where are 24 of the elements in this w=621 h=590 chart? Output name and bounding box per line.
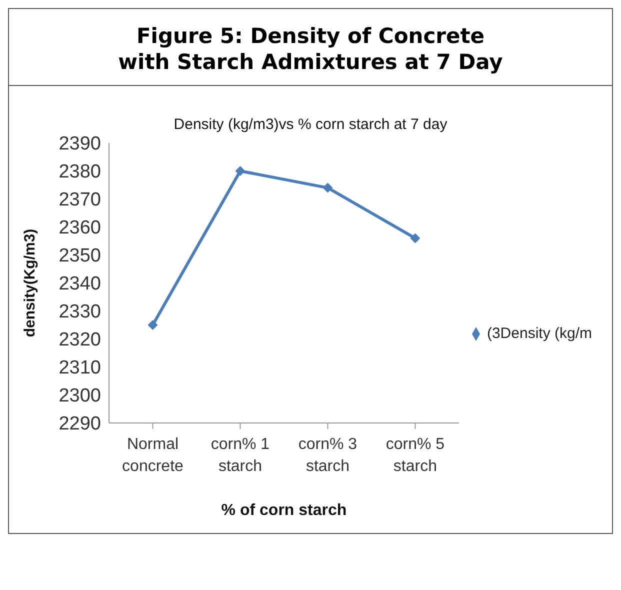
y-axis-title: density(Kg/m3): [21, 228, 38, 338]
x-tick-label: corn% 5 starch: [386, 436, 445, 475]
y-tick-label: 2380: [58, 162, 101, 183]
legend-label: (3Density (kg/m: [486, 324, 592, 342]
y-tick-label: 2340: [58, 274, 101, 295]
chart-title: Figure 5: Density of Concrete with Starch Admixtures at 7 Day: [117, 23, 504, 75]
y-tick-label: 2320: [58, 330, 101, 351]
y-tick-label: 2370: [58, 190, 101, 211]
x-tick-label: corn% 3 starch: [298, 436, 358, 475]
x-tick-label: corn% 1 starch: [210, 436, 270, 475]
y-tick-label: 2310: [58, 358, 101, 379]
y-tick-label: 2360: [58, 218, 101, 239]
point: [322, 182, 333, 193]
point: [148, 320, 158, 330]
x-tick-label: Normal concrete: [122, 436, 184, 475]
y-tick-label: 2390: [58, 134, 101, 155]
point: [410, 233, 420, 244]
y-tick-label: 2290: [58, 414, 101, 435]
chart-subtitle: Density (kg/m3)vs % corn starch at 7 day: [172, 116, 448, 133]
y-tick-label: 2330: [58, 302, 101, 323]
y-tick-label: 2350: [58, 246, 101, 267]
x-axis-title: % of corn starch: [221, 502, 347, 519]
y-tick-label: 2300: [58, 386, 101, 407]
point: [235, 166, 246, 176]
